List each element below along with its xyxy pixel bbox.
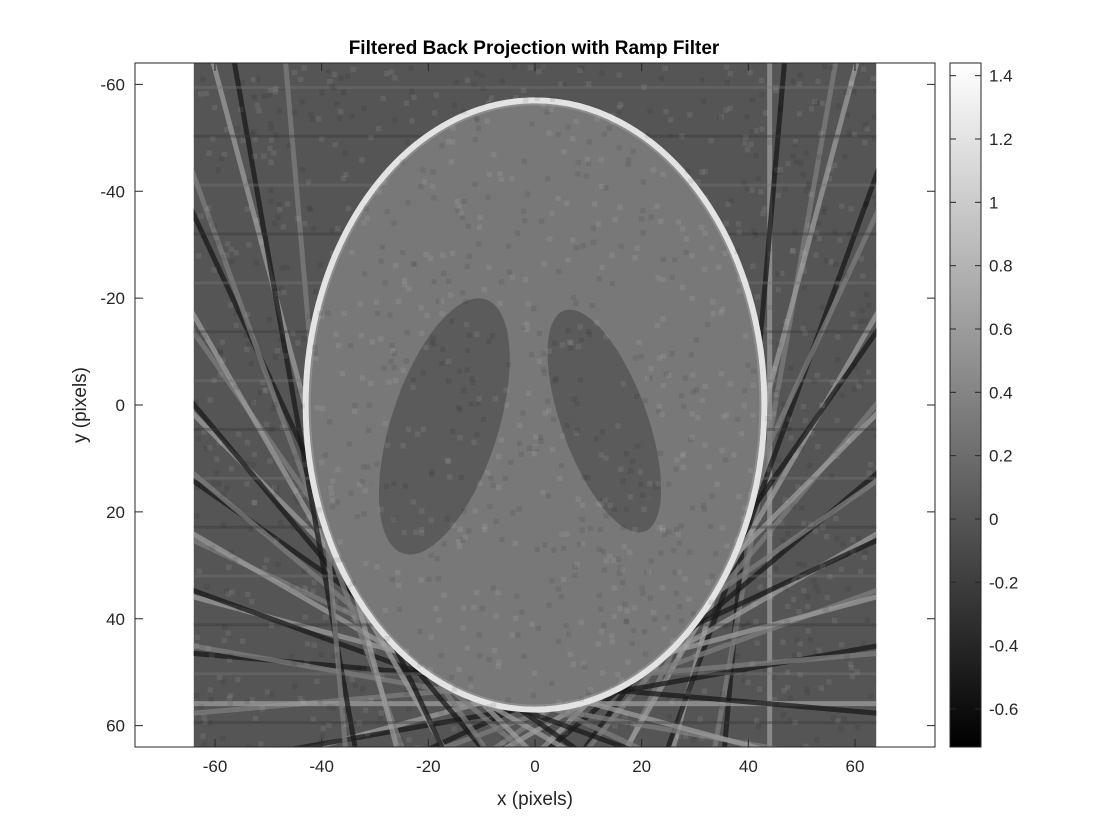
colorbar-tick-label: 1: [989, 193, 998, 212]
y-tick-label: 40: [106, 610, 125, 629]
y-axis-label: y (pixels): [70, 367, 91, 443]
y-tick-label: -60: [100, 75, 125, 94]
x-tick-label: 40: [739, 757, 758, 776]
chart-title: Filtered Back Projection with Ramp Filte…: [349, 38, 720, 59]
y-tick-label: -40: [100, 182, 125, 201]
right-ventricle: [547, 309, 662, 533]
x-axis: -60 -40 -20 0 20 40 60: [203, 63, 865, 776]
colorbar-tick-label: 0.8: [989, 257, 1013, 276]
streak-line: [712, 63, 839, 747]
skull-ellipse: [302, 97, 768, 713]
colorbar-tick-label: 0: [989, 510, 998, 529]
x-tick-label: 20: [632, 757, 651, 776]
colorbar-tick-label: -0.2: [989, 573, 1018, 592]
x-tick-label: -60: [203, 757, 228, 776]
y-tick-label: -20: [100, 289, 125, 308]
colorbar-tick-label: -0.6: [989, 700, 1018, 719]
colorbar-tick-label: 0.2: [989, 447, 1013, 466]
colorbar-tick-label: 1.4: [989, 67, 1013, 86]
left-ventricle: [378, 298, 510, 555]
x-axis-label: x (pixels): [497, 789, 573, 810]
x-tick-label: -20: [416, 757, 441, 776]
colorbar-tick-label: -0.4: [989, 637, 1018, 656]
colorbar-tick-label: 0.4: [989, 383, 1013, 402]
colorbar-tick-label: 0.6: [989, 320, 1013, 339]
y-axis: -60 -40 -20 0 20 40 60: [100, 75, 935, 736]
x-tick-label: 0: [530, 757, 539, 776]
y-tick-label: 60: [106, 717, 125, 736]
streak-line: [231, 63, 358, 747]
skull-inner-edge: [308, 103, 762, 707]
y-tick-label: 20: [106, 503, 125, 522]
image-noise: [193, 63, 877, 747]
colorbar-tick-label: 1.2: [989, 130, 1013, 149]
x-tick-label: -40: [309, 757, 334, 776]
colorbar: [949, 62, 982, 748]
colorbar-axis: -0.6 -0.4 -0.2 0 0.2 0.4 0.6 0.8 1 1.2 1.4: [950, 67, 1018, 719]
x-tick-label: 60: [846, 757, 865, 776]
y-tick-label: 0: [116, 396, 125, 415]
